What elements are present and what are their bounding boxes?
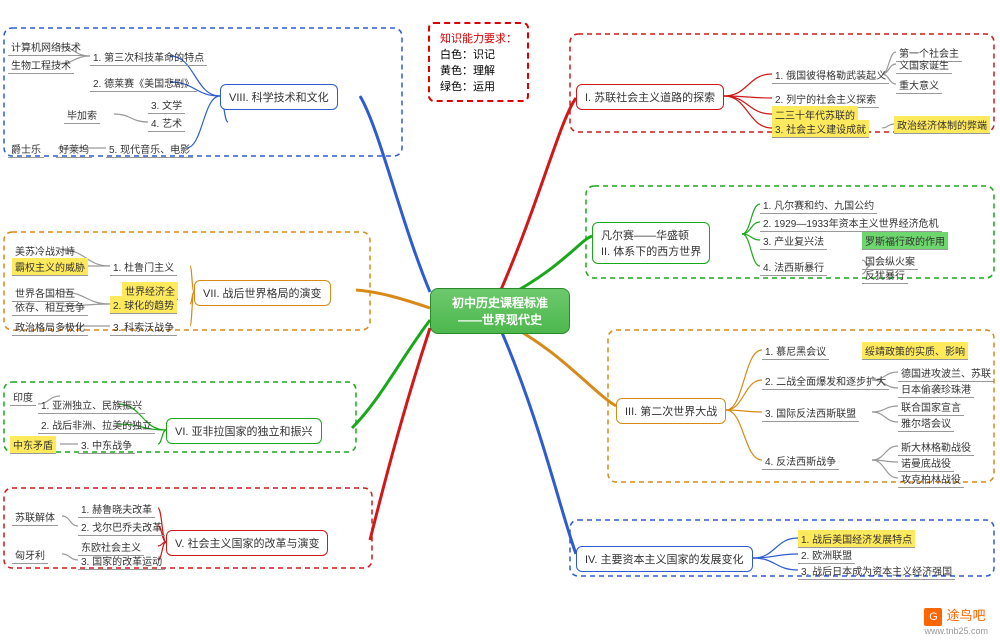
legend-line: 黄色：理解 [440,62,517,78]
detail-item: 重大意义 [896,76,942,94]
detail-item: 2. 二战全面爆发和逐步扩大 [762,372,889,390]
detail-item: 义国家诞生 [896,56,952,74]
detail-item: 政治经济体制的弊端 [894,116,990,134]
branch-node: I. 苏联社会主义道路的探索 [576,84,724,110]
branch-node: VIII. 科学技术和文化 [220,84,338,110]
detail-item: 政治格局多极化 [12,318,88,336]
detail-item: 3. 产业复兴法 [760,232,827,250]
legend-line: 白色：识记 [440,46,517,62]
detail-item: 1. 赫鲁晓夫改革 [78,500,155,518]
detail-item: 霸权主义的威胁 [12,258,88,276]
detail-item: 2. 战后非洲、拉美的独立 [38,416,155,434]
detail-item: 绥靖政策的实质、影响 [862,342,968,360]
center-line1: 初中历史课程标准 [452,294,548,311]
watermark: G途鸟吧 www.tnb25.com [924,605,988,636]
detail-item: 1. 凡尔赛和约、九国公约 [760,196,877,214]
center-line2: ——世界现代史 [458,311,542,328]
branch-node: VI. 亚非拉国家的独立和振兴 [166,418,322,444]
watermark-icon: G [924,608,942,626]
detail-item: 依存、相互竞争 [12,298,88,316]
detail-item: 爵士乐 [8,140,44,158]
center-node: 初中历史课程标准 ——世界现代史 [430,288,570,334]
detail-item: 5. 现代音乐、电影 [106,140,193,158]
branch-node: III. 第二次世界大战 [616,398,726,424]
detail-item: 攻克柏林战役 [898,470,964,488]
detail-item: 3. 中东战争 [78,436,135,454]
detail-item: 3. 科索沃战争 [110,318,177,336]
detail-item: 1. 第三次科技革命的特点 [90,48,207,66]
detail-item: 计算机网络技术 [8,38,84,56]
legend-title: 知识能力要求： [440,30,517,46]
detail-item: 生物工程技术 [8,56,74,74]
detail-item: 中东矛盾 [10,436,56,454]
detail-item: 雅尔塔会议 [898,414,954,432]
detail-item: 日本偷袭珍珠港 [898,380,974,398]
detail-item: 匈牙利 [12,546,48,564]
detail-item: 2. 球化的趋势 [110,296,177,314]
detail-item: 1. 慕尼黑会议 [762,342,829,360]
legend-line: 绿色：运用 [440,78,517,94]
detail-item: 苏联解体 [12,508,58,526]
detail-item: 3. 文学 [148,96,185,114]
detail-item: 2. 1929—1933年资本主义世界经济危机 [760,214,942,232]
legend-box: 知识能力要求： 白色：识记 黄色：理解 绿色：运用 [428,22,529,102]
detail-item: 4. 艺术 [148,114,185,132]
detail-item: 1. 俄国彼得格勒武装起义 [772,66,889,84]
detail-item: 罗斯福行政的作用 [862,232,948,250]
detail-item: 毕加索 [64,106,100,124]
branch-node: 凡尔赛——华盛顿II. 体系下的西方世界 [592,222,710,264]
detail-item: 4. 反法西斯战争 [762,452,839,470]
detail-item: 1. 杜鲁门主义 [110,258,177,276]
branch-node: VII. 战后世界格局的演变 [194,280,331,306]
detail-item: 3. 国际反法西斯联盟 [762,404,859,422]
detail-item: 3. 社会主义建设成就 [772,120,869,138]
branch-node: IV. 主要资本主义国家的发展变化 [576,546,753,572]
detail-item: 3. 战后日本成为资本主义经济强国 [798,562,955,580]
branch-node: V. 社会主义国家的改革与演变 [166,530,328,556]
detail-item: 3. 国家的改革运动 [78,552,165,570]
detail-item: 4. 法西斯暴行 [760,258,827,276]
detail-item: 2. 德莱赛《美国悲剧》 [90,74,197,92]
detail-item: 2. 戈尔巴乔夫改革 [78,518,165,536]
detail-item: 好莱坞 [56,140,92,158]
detail-item: 印度 [10,388,36,406]
detail-item: 1. 亚洲独立、民族振兴 [38,396,145,414]
detail-item: 反犹暴行 [862,266,908,284]
